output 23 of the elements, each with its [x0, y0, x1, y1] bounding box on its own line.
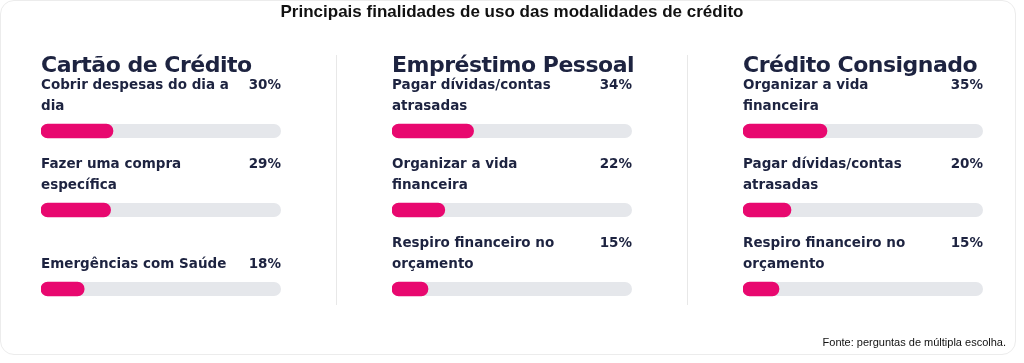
data-label: 18% [248, 255, 282, 271]
text: Principais finalidades de uso das modalidades de crédito [279, 2, 745, 22]
data-label: 30% [248, 76, 282, 92]
data-label: 34% [599, 76, 633, 92]
data-label: 35% [950, 76, 984, 92]
data-label: 15% [599, 234, 633, 250]
y-tick-label: Respiro financeiro no orçamento [392, 234, 555, 271]
chart-title: Cartão de Crédito [41, 52, 253, 77]
chart-title: Crédito Consignado [743, 52, 979, 77]
y-tick-label: Respiro financeiro no orçamento [743, 234, 906, 271]
y-tick-label: Emergências com Saúde [41, 255, 227, 271]
y-tick-label: Cobrir despesas do dia a dia [41, 76, 229, 113]
y-tick-label: Pagar dívidas/contas atrasadas [743, 155, 902, 192]
source-note: Fonte: perguntas de múltipla escolha. [822, 336, 1006, 348]
y-tick-label: Organizar a vida financeira [392, 155, 518, 192]
y-tick-label: Pagar dívidas/contas atrasadas [392, 76, 551, 113]
data-label: 15% [950, 234, 984, 250]
data-label: 20% [950, 155, 984, 171]
y-tick-label: Organizar a vida financeira [743, 76, 869, 113]
y-tick-label: Fazer uma compra específica [41, 155, 182, 192]
chart-title: Empréstimo Pessoal [392, 52, 636, 77]
data-label: 29% [248, 155, 282, 171]
data-label: 22% [599, 155, 633, 171]
